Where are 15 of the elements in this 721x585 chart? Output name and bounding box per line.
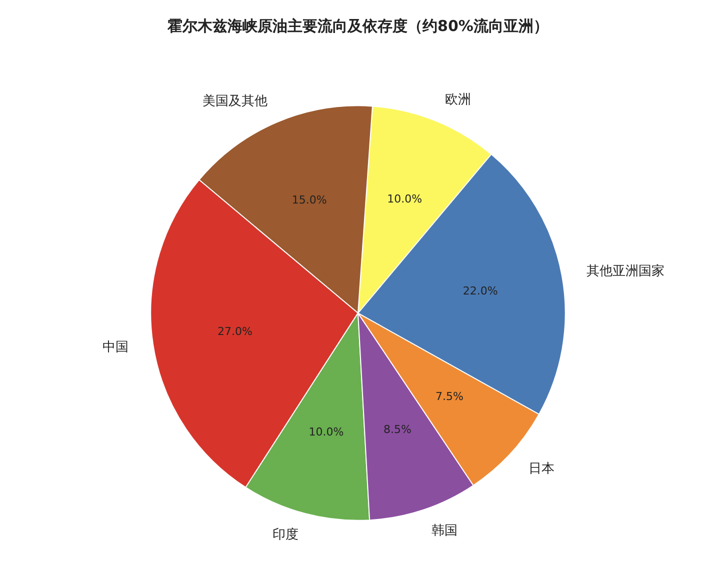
slice-label: 中国 [102, 340, 128, 355]
slice-label: 日本 [528, 461, 555, 476]
data-label: 15.0% [292, 193, 327, 206]
data-label: 10.0% [308, 425, 344, 438]
slice-label: 美国及其他 [202, 93, 268, 110]
data-label: 7.5% [435, 390, 464, 403]
slice-label: 印度 [272, 526, 299, 543]
data-label: 22.0% [462, 284, 498, 298]
slice-label: 韩国 [432, 523, 458, 538]
data-label: 27.0% [218, 324, 252, 338]
data-label: 10.0% [387, 192, 422, 206]
slice-label: 其他亚洲国家 [586, 263, 664, 280]
data-label: 8.5% [384, 423, 412, 436]
slice-label: 欧洲 [444, 92, 471, 108]
chart-title: 霍尔木兹海峡原油主要流向及依存度（约80%流向亚洲） [166, 17, 548, 36]
